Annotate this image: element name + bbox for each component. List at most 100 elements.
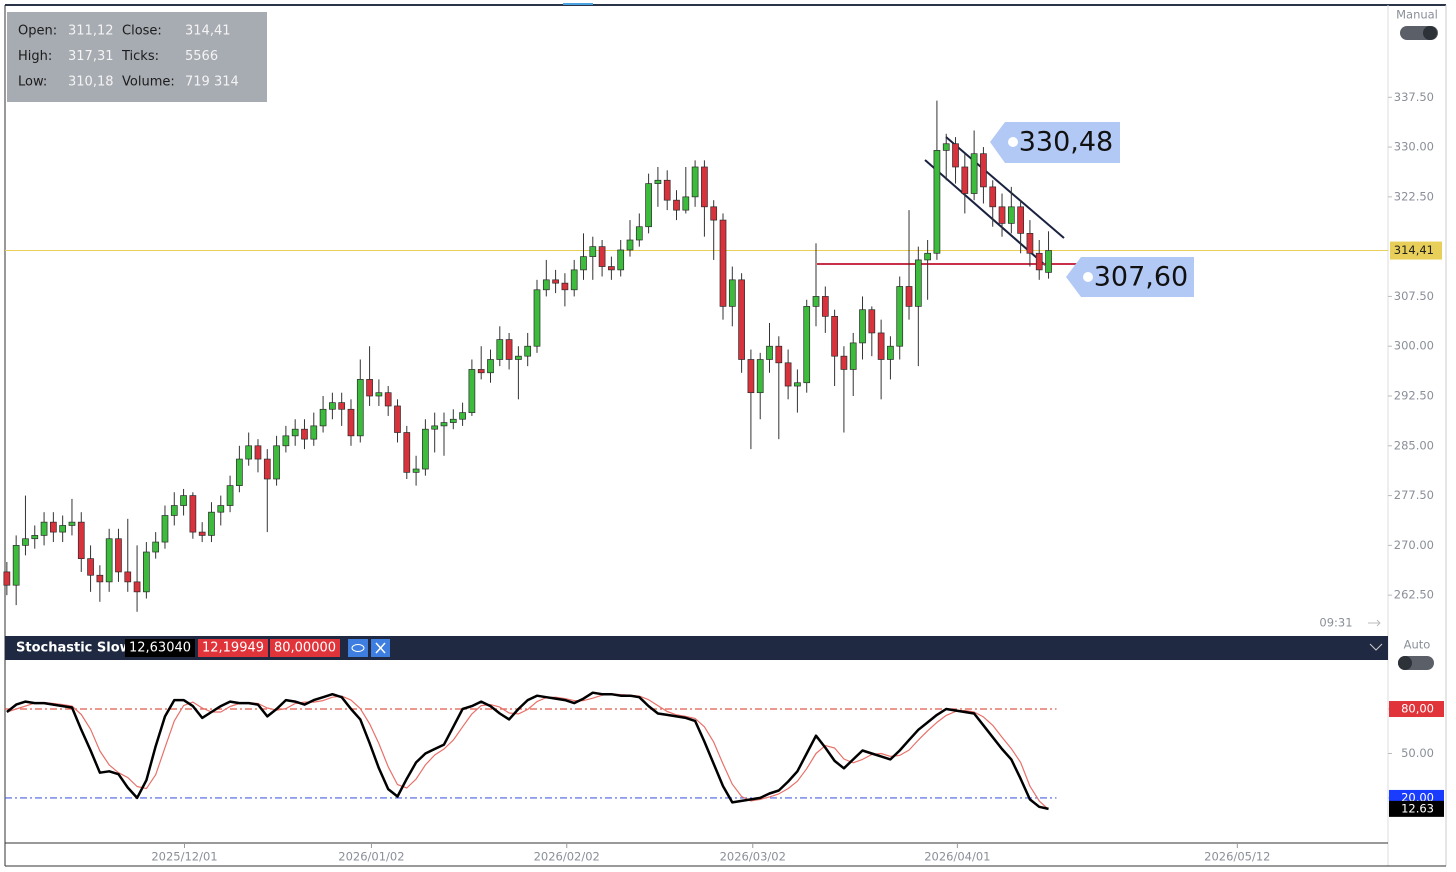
price-tag — [990, 122, 1120, 163]
candle-body — [291, 428, 299, 437]
visibility-button[interactable] — [348, 639, 368, 657]
candle-body — [738, 279, 745, 360]
candle-body — [859, 309, 866, 344]
candle-body — [282, 435, 290, 447]
candle-body — [663, 179, 671, 201]
candle-body — [942, 143, 950, 151]
candle-body — [468, 369, 476, 413]
toggle-label: Auto — [1404, 638, 1431, 652]
candle-body — [645, 183, 652, 228]
plots: 337.50 330.00 322.50 307.50 300.00 292.50 285.… — [3, 90, 1444, 864]
candle-body — [440, 422, 448, 427]
info-value: 5566 — [185, 49, 218, 64]
candle-body — [673, 199, 680, 211]
eye-icon — [351, 644, 365, 652]
candle-body — [347, 408, 355, 437]
candle-body — [998, 206, 1006, 224]
candle-body — [608, 266, 615, 271]
candle-body — [868, 309, 876, 334]
candle-body — [812, 296, 820, 307]
candle-body — [756, 359, 764, 394]
candle-body — [152, 541, 160, 553]
candle-body — [766, 345, 773, 360]
candle-body — [338, 402, 346, 410]
candle-body — [226, 485, 234, 506]
collapse-chevron[interactable] — [1369, 643, 1383, 651]
y-tick-label: 50.00 — [1401, 746, 1434, 760]
info-value: 317,31 — [68, 49, 114, 64]
candle-body — [533, 289, 541, 347]
candle-body — [552, 279, 559, 284]
value-box — [125, 639, 195, 657]
y-tick-label: 262.50 — [1394, 588, 1434, 602]
indicator-value: 80,00000 — [274, 641, 336, 656]
candle-body — [375, 392, 383, 397]
candle-body — [68, 521, 76, 526]
indicator-title: Stochastic Slow — [16, 641, 132, 656]
candle-body — [980, 153, 987, 188]
candle-body — [989, 186, 997, 208]
candle-body — [924, 252, 931, 261]
scroll-arrow[interactable] — [1368, 619, 1381, 627]
candle-body — [505, 339, 513, 360]
candle-body — [87, 558, 94, 576]
candle-body — [775, 345, 783, 364]
info-panel — [7, 12, 267, 102]
y-tick-label: 337.50 — [1394, 90, 1434, 104]
candle-body — [263, 458, 271, 480]
x-tick-label: 2026/05/12 — [1204, 850, 1270, 864]
x-tick-label: 2026/02/02 — [534, 850, 600, 864]
last-value-label: 12.63 — [1401, 801, 1434, 815]
candle-body — [635, 226, 643, 241]
channel-upper — [945, 136, 1065, 239]
candle-body — [96, 574, 104, 583]
candle-body — [961, 166, 969, 194]
candle-body — [403, 432, 411, 473]
indicator-line — [6, 691, 1049, 811]
candle-body — [710, 206, 718, 221]
candle-body — [570, 269, 578, 291]
last-price-box — [1390, 241, 1442, 260]
candle-body — [77, 521, 85, 559]
candle-body — [747, 359, 755, 394]
candle-body — [784, 362, 792, 387]
candle-body — [896, 286, 904, 347]
candle-body — [161, 515, 169, 543]
candle-body — [245, 445, 253, 460]
toggle-label: Manual — [1396, 8, 1438, 22]
candle-body — [849, 342, 857, 370]
candle-body — [384, 392, 392, 407]
y-tick-label: 285.00 — [1394, 438, 1434, 452]
candle-body — [459, 412, 466, 420]
candle-body — [208, 511, 215, 536]
candle-body — [59, 525, 67, 533]
info-label: Close: — [122, 24, 162, 39]
candle-body — [1045, 250, 1052, 273]
last-value-box — [1389, 800, 1444, 817]
candle-body — [887, 345, 894, 360]
candle-body — [1007, 206, 1015, 224]
value-box — [270, 639, 340, 657]
candle-body — [682, 196, 690, 211]
value-box — [198, 639, 268, 657]
info-value: 719 314 — [185, 75, 239, 90]
candle-body — [254, 445, 262, 460]
candle-body — [524, 345, 532, 357]
candle-body — [821, 296, 829, 317]
candle-body — [105, 538, 113, 583]
candle-body — [831, 315, 838, 357]
candle-body — [115, 538, 122, 573]
candle-body — [877, 332, 885, 360]
candle-body — [728, 279, 736, 307]
candle-body — [970, 153, 978, 194]
candle-body — [31, 535, 39, 540]
y-tick-label: 80,00 — [1401, 702, 1434, 716]
candle-body — [626, 239, 634, 251]
candle-body — [487, 359, 494, 374]
y-tick-label: 322.50 — [1394, 189, 1434, 203]
candle-body — [617, 249, 625, 271]
time-label: 09:31 — [1319, 616, 1352, 630]
candle-body — [3, 571, 11, 586]
